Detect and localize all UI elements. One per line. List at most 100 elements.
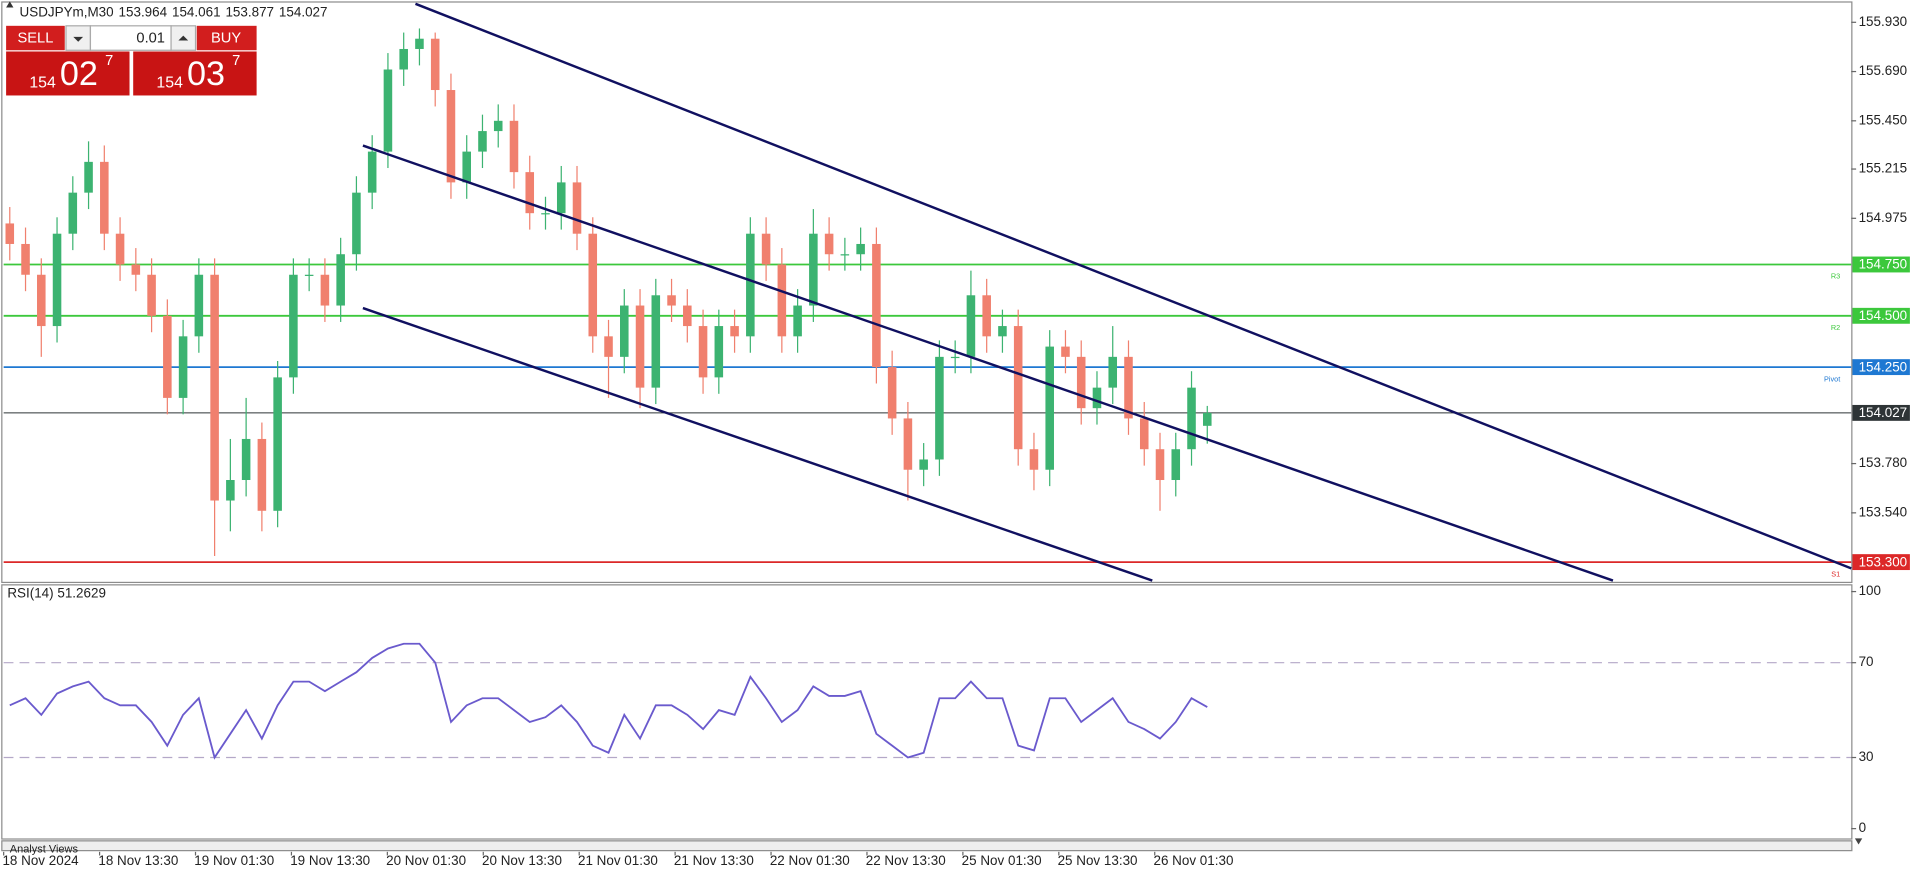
- candle-body: [714, 326, 724, 378]
- bid-point: 7: [105, 53, 113, 69]
- candle-body: [698, 326, 708, 378]
- bid-box[interactable]: [6, 51, 130, 96]
- candle-body: [1092, 387, 1102, 409]
- candle-body: [194, 274, 204, 337]
- high: 154.061: [172, 4, 221, 19]
- candle-body: [399, 48, 408, 70]
- candle-body: [304, 274, 314, 276]
- candle-body: [998, 326, 1007, 337]
- y-tick-label: 155.930: [1859, 14, 1908, 29]
- candle-body: [163, 315, 172, 398]
- up-arrow: [178, 35, 189, 41]
- candle-body: [226, 480, 235, 501]
- candle-body: [320, 274, 330, 306]
- candle-body: [289, 274, 298, 378]
- candle-body: [68, 192, 78, 234]
- candle-body: [541, 213, 550, 215]
- down-arrow: [73, 36, 84, 42]
- y-tick-label: 155.215: [1859, 161, 1908, 176]
- candle-body: [1139, 418, 1149, 450]
- buy-label: BUY: [211, 31, 241, 47]
- ask-big: 154: [156, 74, 183, 91]
- x-tick-label: 25 Nov 13:30: [1058, 853, 1138, 868]
- candle-body: [257, 438, 267, 511]
- candle-body: [903, 418, 913, 470]
- level-label-box: [1852, 404, 1910, 421]
- y-tick-label: 155.450: [1859, 112, 1908, 127]
- scroll-arrow[interactable]: [1854, 838, 1863, 845]
- x-tick-label: 18 Nov 13:30: [98, 853, 178, 868]
- x-tick-label: 21 Nov 13:30: [674, 853, 754, 868]
- chart-header: USDJPYm,M30 153.964 154.061 153.877 154.027: [20, 4, 328, 19]
- level-label: 154.500: [1859, 308, 1908, 323]
- candle-body: [1202, 412, 1212, 426]
- candle-body: [415, 38, 424, 49]
- candle-body: [793, 305, 802, 337]
- sell-button[interactable]: [6, 25, 65, 51]
- candle-body: [478, 131, 487, 152]
- candle-body: [730, 326, 739, 337]
- candle-body: [588, 233, 598, 337]
- candle-body: [430, 38, 440, 91]
- candle-body: [462, 151, 471, 183]
- candle-body: [919, 459, 928, 470]
- candle-body: [872, 243, 881, 368]
- candle-body: [1108, 356, 1118, 388]
- level-label-box: [1852, 307, 1910, 324]
- x-tick-label: 21 Nov 01:30: [578, 853, 658, 868]
- rsi-tick-label: 100: [1859, 583, 1881, 598]
- lot-up[interactable]: [170, 25, 197, 51]
- candle-body: [21, 243, 30, 275]
- candle-body: [336, 254, 345, 306]
- rsi-tick-label: 70: [1859, 654, 1874, 669]
- candle-body: [651, 295, 661, 388]
- rsi-line: [9, 642, 1208, 760]
- channel-lower: [362, 306, 1153, 582]
- analyst-views-label: Analyst Views: [10, 843, 79, 855]
- candle-body: [966, 295, 976, 357]
- candle-body: [37, 274, 46, 327]
- candle-body: [5, 223, 15, 244]
- candle-body: [572, 182, 582, 234]
- candle-body: [52, 233, 62, 327]
- lot-value: 0.01: [136, 31, 165, 47]
- open: 153.964: [119, 4, 168, 19]
- level-tag: S1: [1831, 569, 1840, 578]
- level-tag: R2: [1831, 323, 1840, 332]
- candle-body: [100, 161, 109, 234]
- ask-pips: 03: [187, 55, 225, 93]
- ask-box[interactable]: [133, 51, 257, 96]
- level-tag: Pivot: [1824, 374, 1840, 383]
- candle-body: [1155, 449, 1165, 481]
- candle-body: [824, 233, 834, 255]
- rsi-title: RSI(14) 51.2629: [7, 586, 106, 601]
- candle-body: [1045, 346, 1054, 470]
- candle-body: [84, 161, 93, 193]
- axis-layer: 155.930 155.690 155.450 155.215 154.975 153.7…: [2, 14, 1910, 868]
- collapse-icon[interactable]: [6, 1, 14, 8]
- candle-body: [935, 356, 944, 460]
- channel-middle: [362, 144, 1614, 582]
- plot-layer: R3 R2 Pivot S1: [3, 28, 1852, 760]
- candle-body: [493, 120, 503, 132]
- level-label-box: [1852, 554, 1910, 571]
- level-label: 153.300: [1859, 554, 1908, 569]
- y-tick-label: 154.975: [1859, 210, 1908, 225]
- candle-body: [131, 264, 141, 275]
- bid-pips: 02: [60, 55, 98, 93]
- x-tick-label: 19 Nov 13:30: [290, 853, 370, 868]
- candle-body: [809, 233, 818, 306]
- candle-body: [115, 233, 125, 265]
- level-label-box: [1852, 256, 1910, 273]
- candle-body: [761, 233, 771, 265]
- candle-body: [604, 336, 613, 357]
- x-tick-label: 20 Nov 01:30: [386, 853, 466, 868]
- buy-button[interactable]: [196, 25, 257, 51]
- candle-body: [383, 69, 393, 152]
- candle-body: [273, 377, 282, 511]
- x-tick-label: 19 Nov 01:30: [194, 853, 274, 868]
- candle-body: [509, 120, 519, 173]
- x-tick-label: 22 Nov 01:30: [770, 853, 850, 868]
- channel-lines: [362, 2, 1852, 582]
